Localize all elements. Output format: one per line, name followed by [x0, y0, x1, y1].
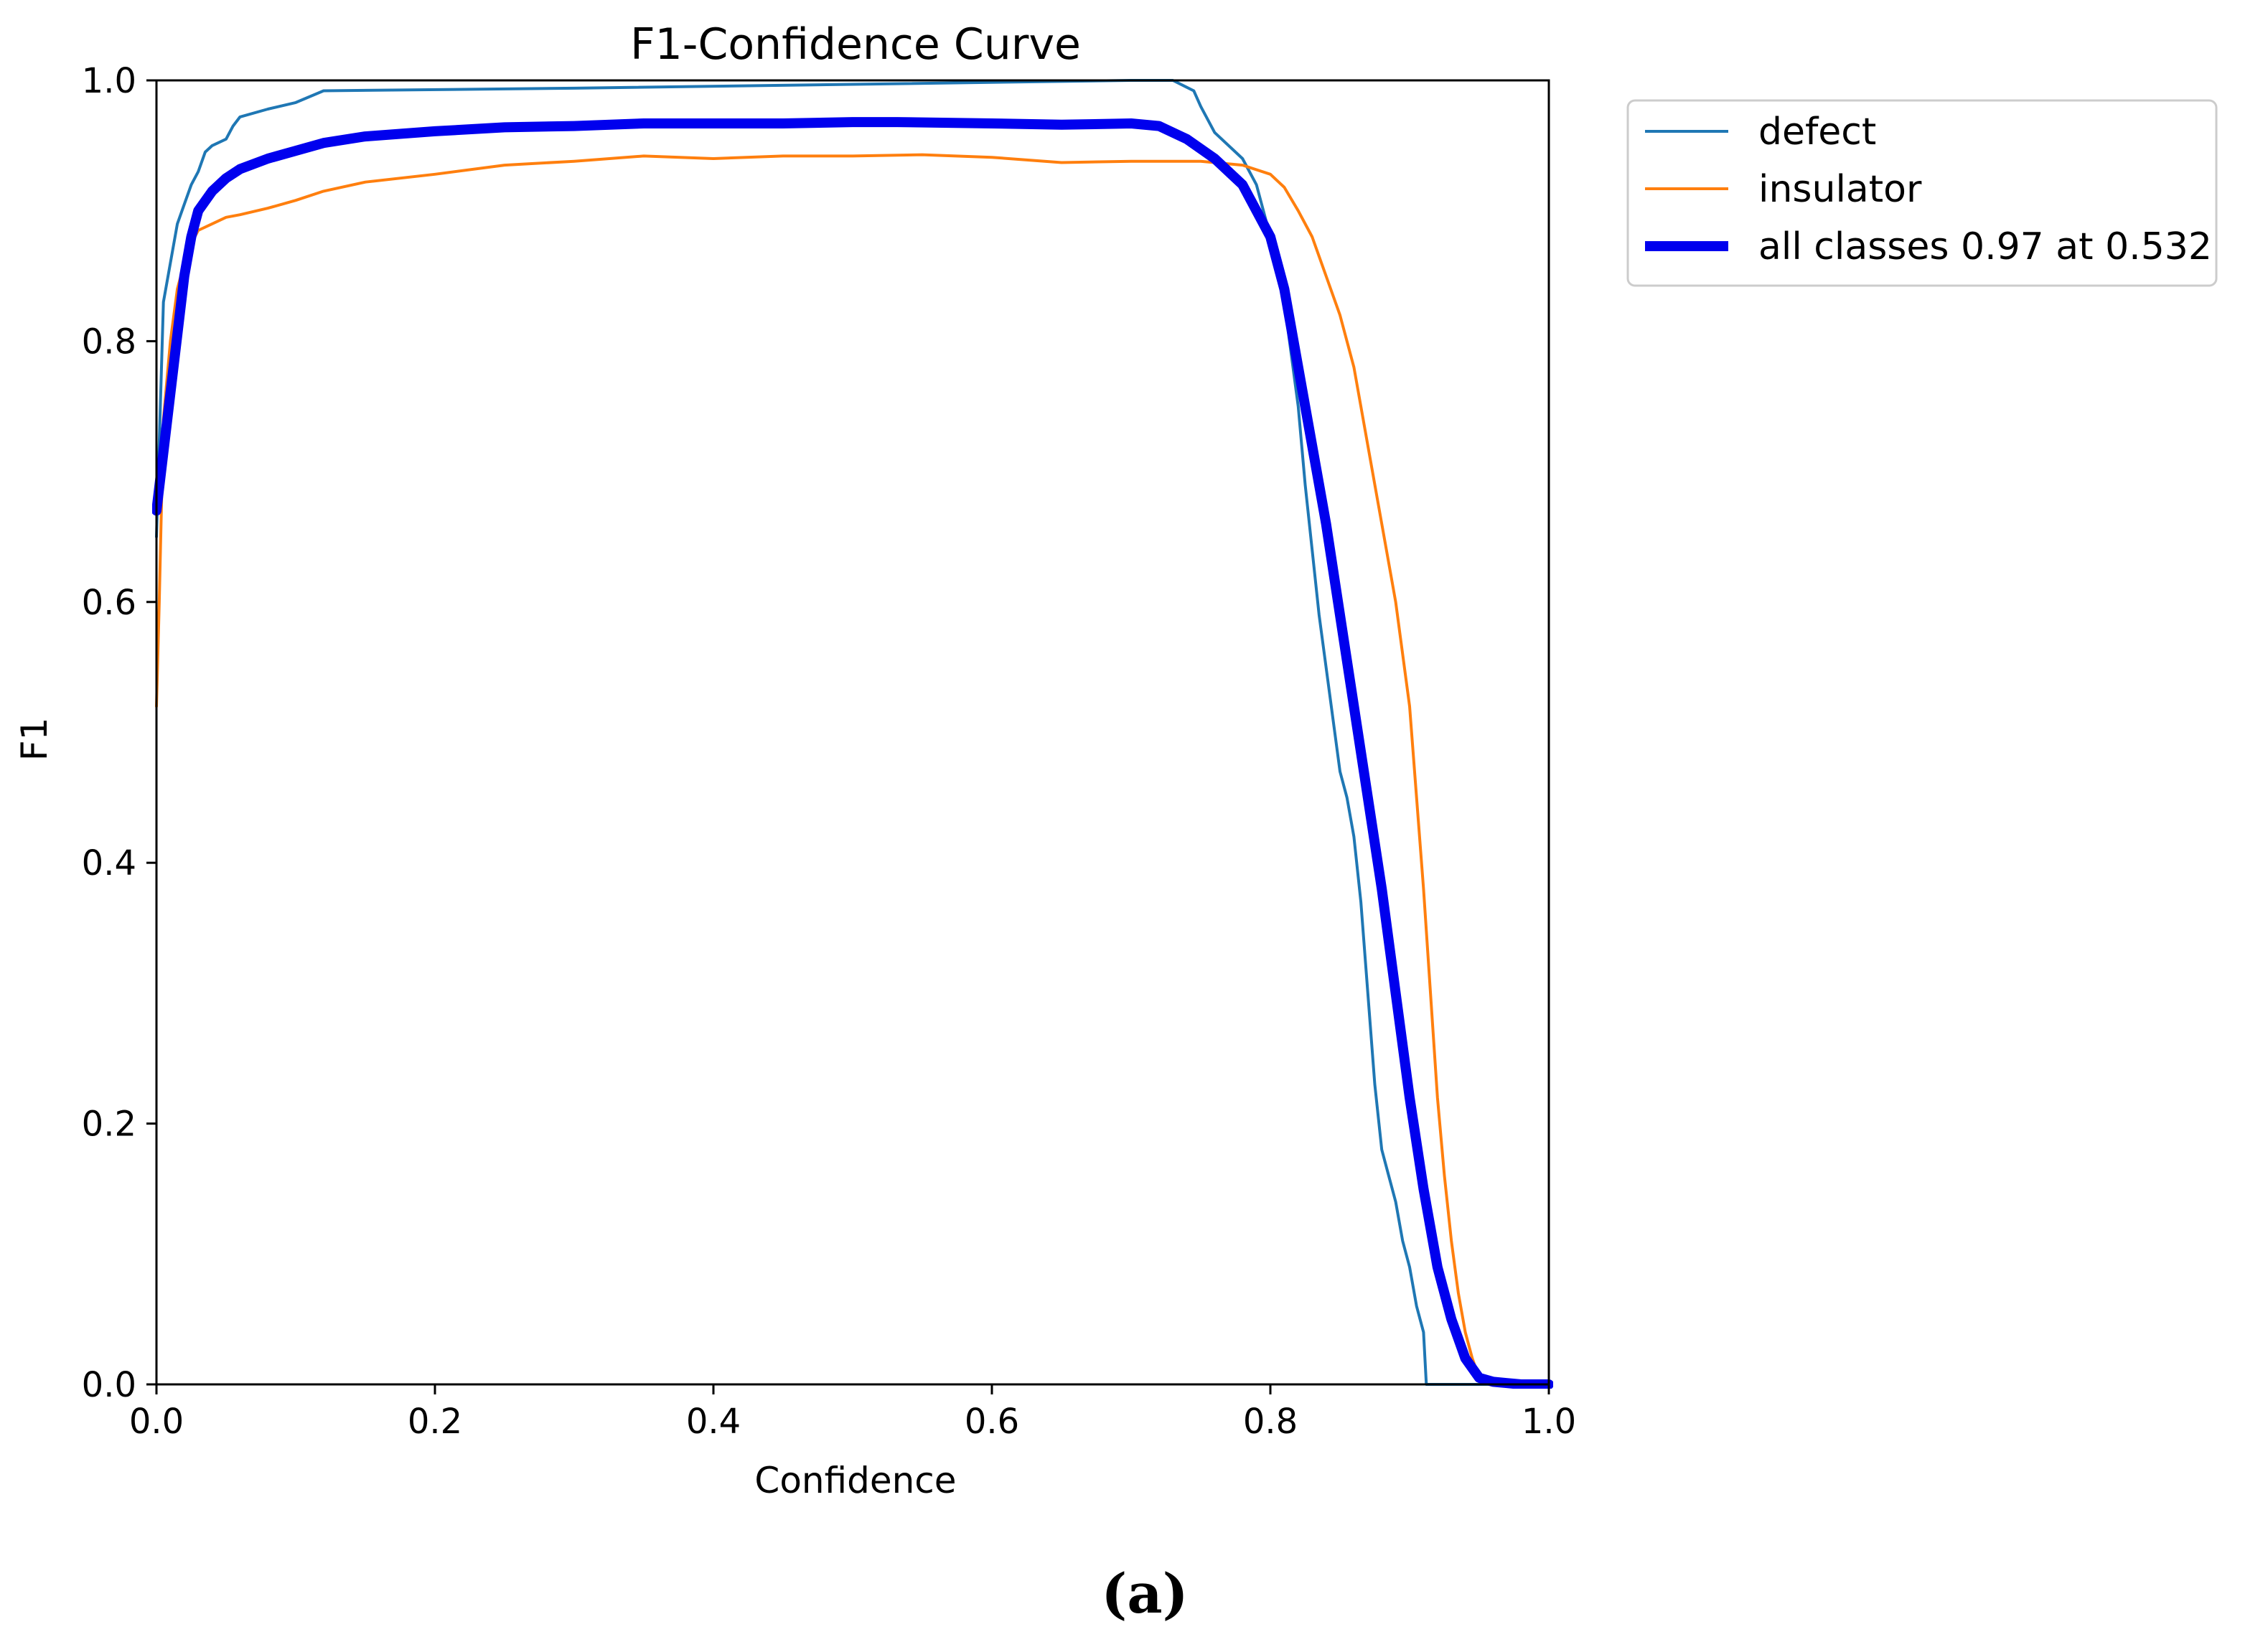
x-tick-label: 0.2: [408, 1402, 462, 1442]
series-layer: [152, 79, 1553, 1389]
x-tick-label: 0.4: [686, 1402, 741, 1442]
legend-label-all-classes: all classes 0.97 at 0.532: [1758, 225, 2212, 268]
y-tick-label: 0.4: [82, 843, 136, 883]
series-line-all: [152, 117, 1553, 1389]
legend-label-insulator: insulator: [1758, 168, 1922, 211]
chart-title: F1-Confidence Curve: [630, 19, 1081, 70]
x-axis: 0.0 0.2 0.4 0.6 0.8 1.0: [129, 1384, 1576, 1442]
x-tick-label: 0.0: [129, 1402, 184, 1442]
y-tick-label: 0.2: [82, 1104, 136, 1145]
x-axis-label: Confidence: [754, 1460, 956, 1501]
legend-box: [1626, 99, 2218, 287]
x-tick-label: 1.0: [1522, 1402, 1576, 1442]
y-tick-label: 0.0: [82, 1365, 136, 1405]
plot-area-frame: [155, 79, 1550, 1386]
legend: defect insulator all classes 0.97 at 0.5…: [1626, 99, 2218, 287]
series-line-insulator: [155, 153, 1550, 1386]
y-axis-label: F1: [14, 718, 55, 761]
x-tick-label: 0.8: [1243, 1402, 1298, 1442]
figure-caption: (a): [1101, 1562, 1188, 1626]
y-tick-label: 0.8: [82, 322, 136, 362]
x-tick-label: 0.6: [965, 1402, 1019, 1442]
y-axis: 0.0 0.2 0.4 0.6 0.8 1.0: [82, 61, 156, 1405]
y-tick-label: 0.6: [82, 583, 136, 623]
y-tick-label: 1.0: [82, 61, 136, 101]
legend-label-defect: defect: [1758, 111, 1876, 154]
